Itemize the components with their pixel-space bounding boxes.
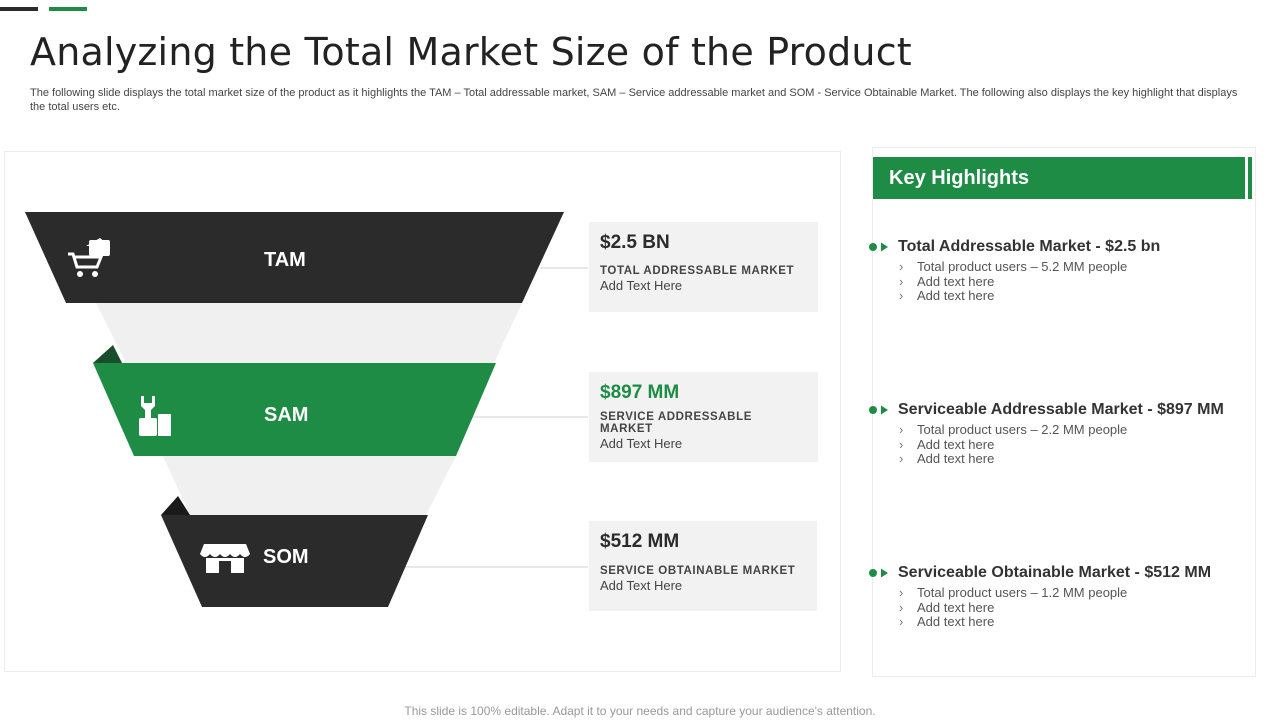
funnel-band-sam-som [163, 456, 456, 515]
funnel-fold-som [161, 496, 190, 515]
funnel-tier-tam [25, 212, 564, 303]
chevron-right-icon: › [899, 259, 904, 274]
shopping-cart-icon [68, 238, 110, 277]
accent-bar-dark [0, 7, 38, 11]
funnel-tier-sam [93, 363, 496, 456]
som-value: $512 MM [600, 531, 680, 552]
highlight-point: › Add text here [899, 436, 1258, 453]
highlight-point-text: Add text here [917, 273, 995, 289]
callout-sam: $897 MM SERVICE ADDRESSABLE MARKET Add T… [589, 372, 818, 462]
page-title: Analyzing the Total Market Size of the P… [30, 30, 912, 74]
highlight-point-text: Total product users – 1.2 MM people [917, 585, 1128, 600]
highlight-point-text: Add text here [917, 599, 995, 615]
highlight-point: › Total product users – 2.2 MM people [899, 422, 1258, 438]
footer-note: This slide is 100% editable. Adapt it to… [404, 704, 876, 718]
highlight-point-text: Total product users – 2.2 MM people [917, 422, 1128, 437]
chevron-right-icon: › [899, 288, 904, 303]
callout-tam: $2.5 BN TOTAL ADDRESSABLE MARKET Add Tex… [589, 222, 818, 312]
chevron-right-icon: › [899, 436, 904, 452]
page-subtitle: The following slide displays the total m… [30, 87, 1238, 113]
som-note: Add Text Here [600, 578, 683, 593]
chevron-right-icon: › [899, 422, 904, 437]
highlight-points: › Total product users – 5.2 MM people › Ad… [868, 259, 1258, 304]
double-dot-bullet-icon [868, 241, 898, 253]
highlight-title: Total Addressable Market - $2.5 bn [898, 238, 1161, 255]
tier-label-som: SOM [263, 546, 309, 568]
highlight-point-text: Add text here [917, 288, 995, 303]
highlight-point: › Add text here [899, 288, 1258, 304]
highlight-points: › Total product users – 1.2 MM people › Ad… [868, 585, 1258, 630]
funnel-band-tam-sam [96, 303, 522, 363]
highlight-point-text: Add text here [917, 614, 995, 629]
highlight-item-tam: Total Addressable Market - $2.5 bn › Tota… [868, 238, 1258, 304]
chevron-right-icon: › [899, 273, 904, 289]
tam-note: Add Text Here [600, 278, 683, 293]
som-caption: SERVICE OBTAINABLE MARKET [600, 565, 796, 577]
tier-label-sam: SAM [264, 404, 309, 426]
sam-note: Add Text Here [600, 436, 683, 451]
accent-bar-green [49, 7, 87, 11]
highlight-points: › Total product users – 2.2 MM people › Ad… [868, 422, 1258, 467]
highlight-point-text: Total product users – 5.2 MM people [917, 259, 1128, 274]
funnel-panel [4, 151, 841, 672]
highlight-point: › Add text here [899, 599, 1258, 616]
chevron-right-icon: › [899, 585, 904, 600]
highlight-point-text: Add text here [917, 451, 995, 466]
highlight-point: › Total product users – 5.2 MM people [899, 259, 1258, 275]
highlight-point: › Add text here [899, 273, 1258, 290]
thumbs-up-wrench-icon [139, 396, 171, 436]
sam-value: $897 MM [600, 382, 680, 403]
highlight-point: › Add text here [899, 614, 1258, 630]
highlight-title: Serviceable Addressable Market - $897 MM [898, 401, 1224, 418]
highlight-point: › Add text here [899, 451, 1258, 467]
highlight-point-text: Add text here [917, 436, 995, 452]
callout-som: $512 MM SERVICE OBTAINABLE MARKET Add Te… [589, 521, 817, 611]
funnel-fold-sam [93, 345, 122, 363]
storefront-icon [200, 544, 250, 573]
tam-caption: TOTAL ADDRESSABLE MARKET [600, 265, 795, 277]
highlight-item-som: Serviceable Obtainable Market - $512 MM … [868, 564, 1258, 630]
double-dot-bullet-icon [868, 404, 898, 416]
tier-label-tam: TAM [264, 249, 306, 271]
highlight-item-sam: Serviceable Addressable Market - $897 MM… [868, 401, 1258, 467]
key-highlights-header-edge [1248, 157, 1252, 199]
chevron-right-icon: › [899, 451, 904, 466]
funnel-tier-som [161, 515, 428, 607]
key-highlights-header: Key Highlights [873, 157, 1245, 199]
sam-caption: SERVICE ADDRESSABLE MARKET [600, 411, 752, 435]
highlight-title: Serviceable Obtainable Market - $512 MM [898, 564, 1212, 581]
highlight-point: › Total product users – 1.2 MM people [899, 585, 1258, 601]
double-dot-bullet-icon [868, 567, 898, 579]
tam-value: $2.5 BN [600, 232, 670, 253]
chevron-right-icon: › [899, 614, 904, 629]
chevron-right-icon: › [899, 599, 904, 615]
